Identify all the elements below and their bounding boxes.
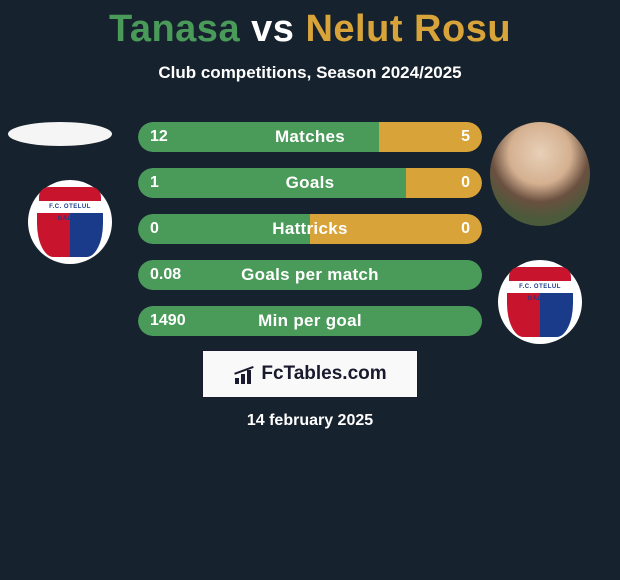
date-label: 14 february 2025 <box>0 412 620 430</box>
stat-row: 00Hattricks <box>138 214 482 244</box>
stat-row: 10Goals <box>138 168 482 198</box>
stats-bars: 125Matches 10Goals 00Hattricks 0.08Goals pe… <box>138 122 482 352</box>
player1-avatar-placeholder <box>8 122 112 146</box>
player2-name: Nelut Rosu <box>305 8 511 50</box>
vs-separator: vs <box>251 8 294 50</box>
player2-club-badge: F.C. OTELUL GALATI <box>498 260 582 344</box>
player1-name: Tanasa <box>109 8 240 50</box>
stat-label: Goals <box>138 173 482 193</box>
comparison-infographic: Tanasa vs Nelut Rosu Club competitions, … <box>0 0 620 580</box>
club-shield-icon: F.C. OTELUL GALATI <box>37 187 103 257</box>
brand-watermark: FcTables.com <box>202 350 418 398</box>
stat-row: 125Matches <box>138 122 482 152</box>
stat-label: Matches <box>138 127 482 147</box>
brand-text: FcTables.com <box>261 363 386 385</box>
subtitle: Club competitions, Season 2024/2025 <box>0 63 620 83</box>
stat-label: Goals per match <box>138 265 482 285</box>
stat-label: Min per goal <box>138 311 482 331</box>
player2-avatar <box>490 122 590 226</box>
stat-row: 1490Min per goal <box>138 306 482 336</box>
stat-label: Hattricks <box>138 219 482 239</box>
club-shield-icon: F.C. OTELUL GALATI <box>507 267 573 337</box>
fctables-logo-icon <box>233 364 255 384</box>
stat-row: 0.08Goals per match <box>138 260 482 290</box>
shield-band-text: F.C. OTELUL GALATI <box>37 201 103 213</box>
page-title: Tanasa vs Nelut Rosu <box>0 0 620 51</box>
shield-band-text: F.C. OTELUL GALATI <box>507 281 573 293</box>
player1-club-badge: F.C. OTELUL GALATI <box>28 180 112 264</box>
